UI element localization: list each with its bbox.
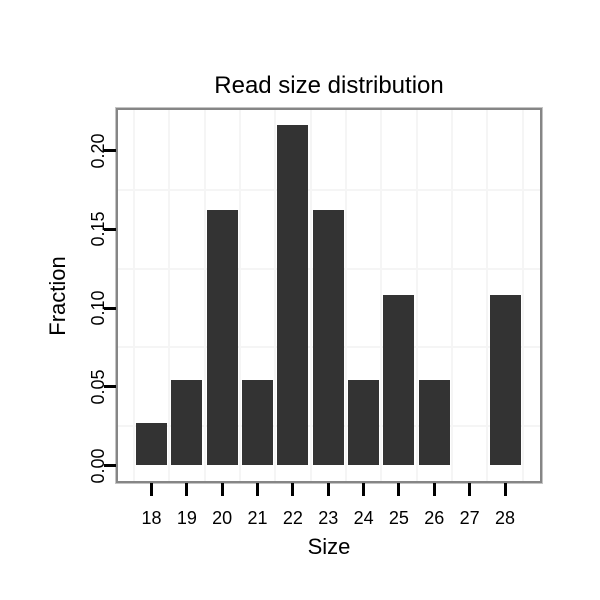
x-tick-mark: [503, 483, 507, 496]
minor-gridline-vertical: [344, 110, 347, 481]
x-tick-mark: [432, 483, 436, 496]
y-tick-label: 0.15: [88, 211, 108, 247]
x-tick-mark: [362, 483, 366, 496]
x-tick-label: 25: [388, 508, 409, 528]
plot-panel: [116, 108, 542, 483]
bar-size-19: [171, 380, 203, 466]
bar-size-28: [489, 295, 521, 466]
minor-gridline-vertical: [238, 110, 241, 481]
minor-gridline-vertical: [168, 110, 171, 481]
minor-gridline-vertical: [450, 110, 453, 481]
x-tick-label: 28: [494, 508, 516, 528]
minor-gridline-vertical: [274, 110, 277, 481]
y-tick-mark: [104, 306, 116, 310]
bar-size-24: [348, 380, 380, 466]
x-tick-label: 27: [459, 508, 480, 528]
x-tick-mark: [220, 483, 224, 496]
y-axis-title: Fraction: [45, 256, 70, 336]
minor-gridline-vertical: [309, 110, 312, 481]
y-tick-label: 0.10: [88, 290, 108, 326]
y-tick-mark: [104, 464, 116, 467]
x-tick-label: 22: [282, 508, 303, 528]
y-tick-label: 0.20: [88, 132, 108, 169]
x-tick-mark: [150, 483, 153, 496]
minor-gridline-vertical: [203, 110, 206, 481]
minor-gridline-vertical: [380, 110, 383, 481]
x-axis-title: Size: [307, 534, 351, 559]
x-tick-label: 21: [247, 508, 268, 528]
y-tick-label: 0.00: [88, 447, 108, 484]
x-tick-mark: [397, 483, 401, 496]
bar-size-25: [383, 295, 415, 466]
bar-size-20: [206, 210, 238, 466]
bar-size-18: [136, 422, 167, 466]
x-tick-label: 20: [212, 508, 233, 528]
bar-size-26: [418, 380, 450, 466]
minor-gridline-vertical: [521, 110, 524, 481]
x-tick-label: 18: [141, 508, 162, 528]
minor-gridline-vertical: [132, 110, 135, 481]
x-tick-label: 19: [176, 508, 197, 528]
x-tick-mark: [291, 483, 295, 496]
minor-gridline-vertical: [486, 110, 489, 481]
bar-size-21: [242, 380, 274, 466]
x-tick-mark: [326, 483, 330, 496]
x-tick-label: 23: [318, 508, 339, 528]
y-tick-label: 0.05: [88, 369, 108, 405]
minor-gridline-vertical: [415, 110, 418, 481]
minor-gridline-horizontal: [118, 188, 540, 191]
x-tick-label: 24: [353, 508, 374, 528]
y-tick-mark: [104, 385, 116, 389]
chart-title: Read size distribution: [214, 72, 444, 99]
y-tick-mark: [104, 227, 116, 231]
x-tick-mark: [256, 483, 260, 496]
x-tick-mark: [468, 483, 472, 496]
x-tick-label: 26: [424, 508, 445, 528]
bar-size-22: [277, 125, 309, 466]
bar-size-23: [312, 210, 344, 466]
x-tick-mark: [185, 483, 189, 496]
y-tick-mark: [104, 149, 116, 152]
